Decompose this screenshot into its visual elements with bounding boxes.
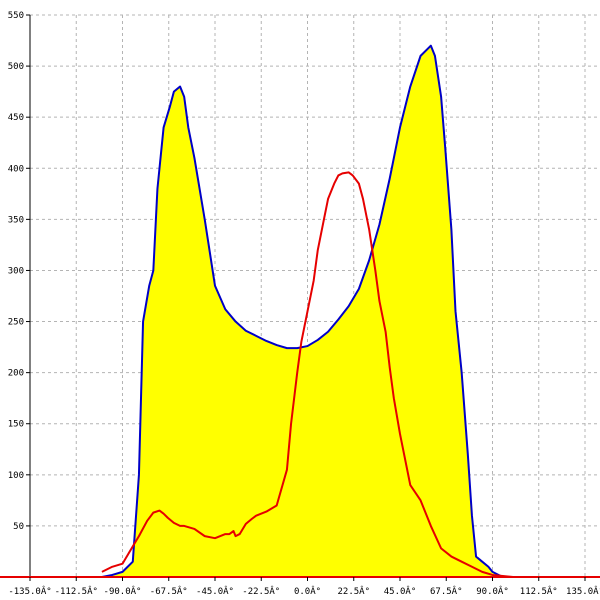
x-tick-label: -22.5Â° [242,585,280,597]
y-tick-label: 450 [8,113,24,123]
y-tick-label: 250 [8,318,24,328]
y-tick-label: 550 [8,11,24,21]
x-tick-label: 135.0Â° [566,585,600,597]
series-areas [101,45,514,577]
y-tick-label: 100 [8,471,24,481]
series-line-0 [101,44,514,578]
axes [0,14,600,581]
y-tick-label: 300 [8,266,24,276]
x-tick-label: 45.0Â° [384,585,417,597]
y-tick-label: 500 [8,62,24,72]
x-tick-label: -135.0Â° [8,585,51,597]
series-area-0 [101,45,514,577]
series-line-1 [101,171,514,578]
y-tick-label: 200 [8,369,24,379]
tick-labels: 50 100 150 200 250 300 350 400 450 500 550 -135.0Â°… [8,11,600,597]
x-tick-label: 22.5Â° [337,585,370,597]
x-tick-label: 112.5Â° [520,585,558,597]
y-tick-label: 350 [8,215,24,225]
x-tick-label: -67.5Â° [150,585,188,597]
x-tick-label: -112.5Â° [55,585,98,597]
y-tick-label: 50 [13,522,24,532]
x-tick-label: 0.0Â° [294,585,321,597]
x-tick-label: -45.0Â° [196,585,234,597]
x-tick-label: 90.0Â° [476,585,509,597]
x-tick-label: -90.0Â° [104,585,142,597]
series-lines [101,44,514,578]
x-tick-label: 67.5Â° [430,585,463,597]
y-tick-label: 400 [8,164,24,174]
y-tick-label: 150 [8,420,24,430]
